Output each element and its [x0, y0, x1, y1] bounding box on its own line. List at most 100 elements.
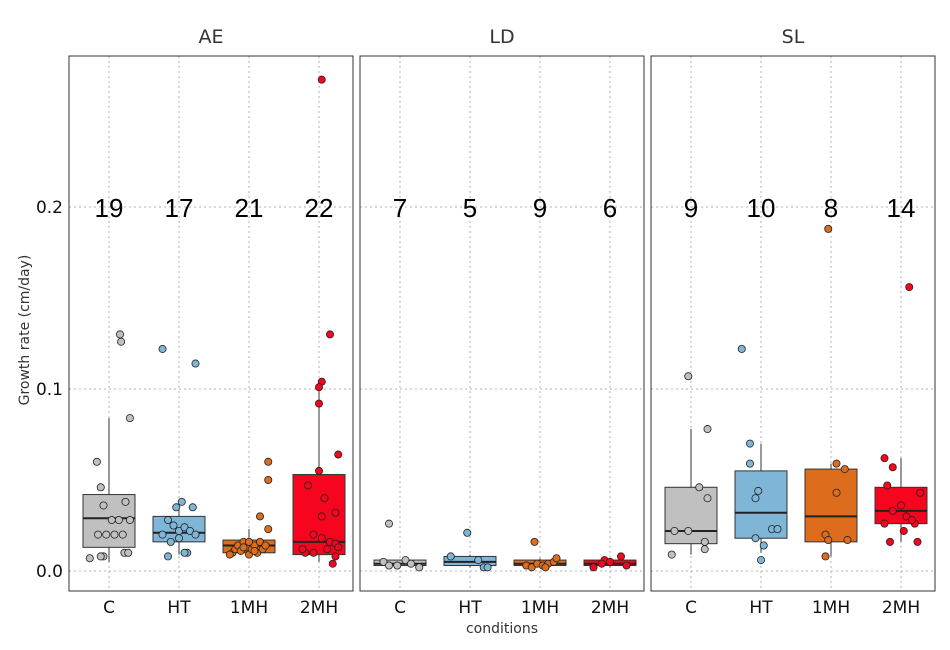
data-point	[158, 530, 167, 539]
data-point	[96, 483, 105, 492]
data-point	[597, 559, 606, 568]
count-label: 6	[603, 193, 617, 223]
data-point	[821, 552, 830, 561]
count-label: 9	[684, 193, 698, 223]
data-point	[191, 359, 200, 368]
data-point	[96, 552, 105, 561]
x-tick-label: 1MH	[521, 598, 559, 618]
data-point	[250, 546, 259, 555]
data-point	[384, 519, 393, 528]
panel-frame-sl	[650, 55, 936, 592]
data-point	[255, 512, 264, 521]
data-point	[880, 519, 889, 528]
data-point	[328, 559, 337, 568]
data-point	[401, 556, 410, 565]
data-point	[110, 530, 119, 539]
x-tick-label: 2MH	[882, 598, 920, 618]
y-tick-label: 0.2	[36, 198, 63, 218]
data-point	[406, 559, 415, 568]
data-point	[913, 537, 922, 546]
count-label: 22	[305, 193, 334, 223]
data-point	[695, 483, 704, 492]
data-point	[415, 563, 424, 572]
data-point	[737, 344, 746, 353]
data-point	[474, 556, 483, 565]
data-point	[379, 557, 388, 566]
points-layer	[85, 75, 925, 572]
data-point	[163, 516, 172, 525]
count-label: 19	[95, 193, 124, 223]
count-label: 7	[393, 193, 407, 223]
data-point	[843, 536, 852, 545]
data-point	[124, 548, 133, 557]
data-point	[191, 530, 200, 539]
data-point	[325, 330, 334, 339]
data-point	[530, 537, 539, 546]
panel-strip-label-sl: SL	[782, 26, 805, 48]
data-point	[317, 75, 326, 84]
data-point	[317, 534, 326, 543]
data-point	[824, 536, 833, 545]
count-label: 10	[747, 193, 776, 223]
data-point	[264, 525, 273, 534]
data-point	[261, 541, 270, 550]
data-point	[446, 552, 455, 561]
data-point	[670, 526, 679, 535]
data-point	[180, 523, 189, 532]
data-point	[117, 337, 126, 346]
data-point	[746, 439, 755, 448]
data-point	[255, 537, 264, 546]
x-tick-label: C	[394, 598, 406, 618]
y-tick-label: 0.0	[36, 562, 63, 582]
data-point	[180, 548, 189, 557]
data-point	[883, 481, 892, 490]
data-point	[552, 554, 561, 563]
data-point	[751, 534, 760, 543]
data-point	[916, 488, 925, 497]
data-point	[824, 224, 833, 233]
data-point	[320, 494, 329, 503]
data-point	[177, 497, 186, 506]
data-point	[840, 465, 849, 474]
data-point	[298, 545, 307, 554]
panel-frame-ld	[359, 55, 645, 592]
data-point	[158, 344, 167, 353]
data-point	[703, 494, 712, 503]
data-point	[703, 425, 712, 434]
data-point	[832, 459, 841, 468]
data-point	[118, 530, 127, 539]
data-point	[174, 534, 183, 543]
x-tick-label: 1MH	[812, 598, 850, 618]
data-point	[617, 552, 626, 561]
data-point	[908, 516, 917, 525]
y-axis-title: Growth rate (cm/day)	[17, 255, 33, 406]
data-point	[314, 383, 323, 392]
count-label: 9	[533, 193, 547, 223]
data-point	[303, 481, 312, 490]
data-point	[85, 554, 94, 563]
data-point	[114, 516, 123, 525]
data-point	[684, 372, 693, 381]
x-axis-title: conditions	[466, 621, 538, 637]
data-point	[225, 550, 234, 559]
data-point	[886, 537, 895, 546]
data-point	[331, 552, 340, 561]
data-point	[757, 556, 766, 565]
data-point	[244, 537, 253, 546]
data-point	[309, 530, 318, 539]
data-point	[393, 561, 402, 570]
data-point	[606, 557, 615, 566]
data-point	[541, 563, 550, 572]
data-point	[902, 512, 911, 521]
data-point	[309, 548, 318, 557]
data-point	[897, 501, 906, 510]
data-point	[121, 497, 130, 506]
y-tick-label: 0.1	[36, 380, 63, 400]
data-point	[463, 528, 472, 537]
data-point	[102, 530, 111, 539]
x-tick-label: C	[103, 598, 115, 618]
data-point	[483, 563, 492, 572]
data-point	[334, 543, 343, 552]
text-layer: 0.0 0.1 0.2 AE 19 C 17 HT 21 1MH 22 2MH LD 7 C 5 HT 9 1MH 6…	[36, 26, 920, 618]
